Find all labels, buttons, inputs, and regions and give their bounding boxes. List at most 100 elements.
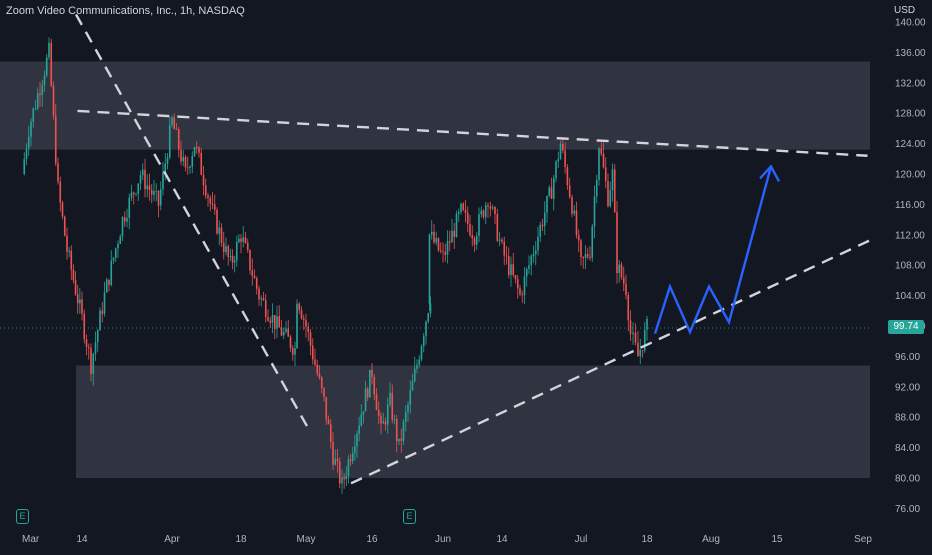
candle [87, 343, 90, 360]
candle [298, 301, 301, 315]
candle [220, 223, 223, 247]
candle [39, 82, 41, 107]
candle [222, 231, 225, 260]
candle [269, 316, 272, 328]
candle [253, 269, 256, 279]
candle [539, 221, 542, 243]
candle [63, 215, 66, 237]
candle [541, 218, 544, 232]
candle [302, 314, 305, 331]
candle [173, 113, 176, 130]
candle [448, 230, 451, 252]
x-tick-label: 15 [771, 534, 783, 545]
candle [296, 299, 298, 350]
x-tick-label: 18 [641, 534, 653, 545]
currency-label: USD [894, 5, 916, 16]
x-tick-label: Mar [22, 534, 40, 545]
candle [146, 174, 149, 198]
candle [573, 205, 576, 216]
candle [375, 388, 378, 411]
candle [371, 363, 373, 385]
candle [334, 449, 337, 466]
candle [153, 179, 155, 202]
y-tick-label: 88.00 [895, 413, 920, 424]
candle [81, 291, 83, 321]
resistance-zone [0, 61, 870, 150]
candle [316, 359, 319, 377]
candle [323, 387, 325, 402]
candle [428, 233, 431, 311]
candle [347, 455, 350, 484]
y-tick-label: 76.00 [895, 504, 920, 515]
candle [262, 292, 265, 302]
candle [114, 247, 117, 263]
candle [498, 231, 501, 247]
candle [398, 438, 400, 445]
upper-resistance-trendline[interactable] [77, 109, 868, 157]
candle [444, 243, 447, 262]
x-tick-label: 18 [235, 534, 247, 545]
y-tick-label: 120.00 [895, 170, 926, 181]
candle [132, 191, 135, 205]
candle [85, 334, 88, 356]
candle [189, 165, 191, 174]
candle [204, 178, 207, 200]
candle [582, 256, 585, 269]
candle [231, 249, 234, 270]
candle [632, 322, 634, 345]
candle [108, 279, 110, 292]
candle [168, 117, 171, 160]
candle [593, 185, 596, 239]
earnings-e-icon[interactable]: E [16, 509, 29, 524]
candle [260, 295, 263, 307]
candle [329, 418, 332, 449]
y-tick-label: 84.00 [895, 443, 920, 454]
candle [516, 275, 519, 299]
candle [311, 338, 314, 365]
candle [23, 152, 26, 176]
candle [36, 87, 39, 111]
candle [430, 220, 433, 240]
candle [455, 210, 458, 238]
candle [128, 193, 131, 230]
candle [150, 183, 153, 204]
candle [225, 237, 227, 256]
candle [618, 259, 621, 283]
candle [211, 192, 214, 210]
candle [200, 148, 203, 176]
candle [634, 323, 637, 346]
candle [207, 192, 209, 207]
candle [242, 226, 245, 248]
candle [453, 222, 456, 249]
x-tick-label: 16 [366, 534, 378, 545]
ascending-support-trendline[interactable] [350, 238, 873, 485]
candle [407, 400, 409, 423]
candle [564, 142, 566, 174]
candle [236, 235, 238, 267]
candle [373, 373, 376, 401]
candle [34, 100, 37, 111]
candle [180, 140, 182, 166]
candle [427, 312, 430, 324]
projection-path[interactable] [653, 166, 773, 336]
y-tick-label: 112.00 [895, 230, 925, 241]
candle [213, 194, 216, 215]
candle [416, 359, 418, 374]
x-tick-label: 14 [76, 534, 88, 545]
candle [646, 315, 648, 341]
candle [384, 417, 387, 431]
candle [72, 264, 75, 284]
candle [369, 369, 371, 398]
candle [487, 202, 489, 219]
candle [186, 156, 189, 175]
candle [358, 416, 360, 442]
last-price-label: 99.74 [888, 320, 924, 334]
candle [534, 240, 537, 266]
candle [523, 266, 526, 305]
candle [48, 37, 50, 61]
earnings-e-icon[interactable]: E [403, 509, 416, 524]
candle [338, 457, 341, 489]
candle [43, 70, 46, 92]
